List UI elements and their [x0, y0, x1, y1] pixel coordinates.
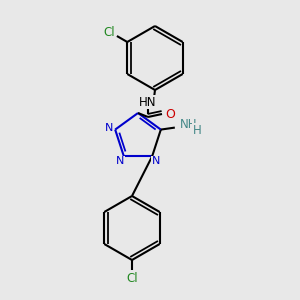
Text: N: N	[105, 123, 114, 133]
Text: Cl: Cl	[126, 272, 138, 284]
Text: HN: HN	[139, 95, 157, 109]
Text: NH: NH	[180, 118, 198, 131]
Text: H: H	[193, 124, 201, 137]
Text: Cl: Cl	[103, 26, 115, 38]
Text: N: N	[152, 156, 160, 166]
Text: O: O	[165, 107, 175, 121]
Text: N: N	[116, 156, 124, 166]
